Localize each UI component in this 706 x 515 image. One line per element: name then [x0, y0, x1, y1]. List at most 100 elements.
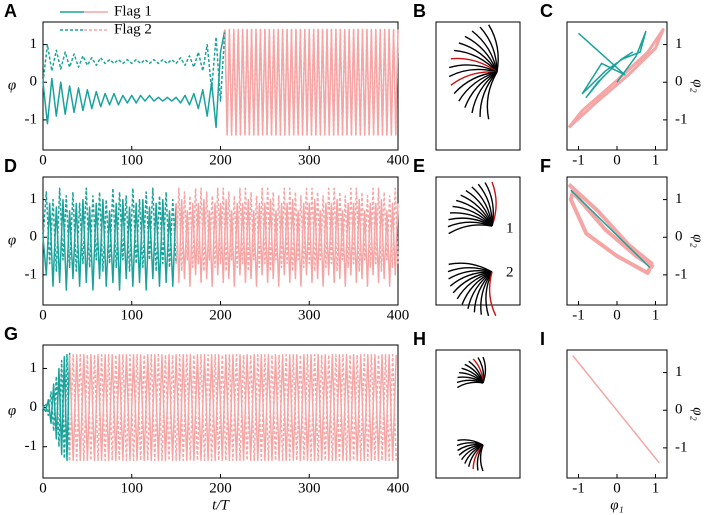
y-tick-label: 0 [675, 229, 683, 245]
data-line [42, 198, 177, 291]
x-tick-label: 1 [652, 152, 660, 168]
panel-label: D [4, 156, 17, 176]
x-axis-label: φ₁ [610, 497, 624, 513]
data-line [42, 354, 71, 463]
y-tick-label: -1 [675, 111, 688, 127]
diagram-frame [435, 349, 521, 479]
x-tick-label: 0 [39, 307, 47, 323]
flagellum [464, 35, 498, 73]
panel-label: A [4, 1, 17, 21]
diagram-frame [435, 21, 521, 151]
y-tick-label: 1 [30, 360, 38, 376]
y-tick-label: 0 [30, 399, 38, 415]
x-tick-label: 300 [298, 152, 321, 168]
x-tick-label: 400 [387, 480, 410, 496]
panel-label: I [540, 329, 545, 349]
x-tick-label: -1 [572, 480, 585, 496]
y-axis-label: φ₂ [690, 407, 706, 421]
x-tick-label: -1 [572, 307, 585, 323]
data-line [224, 28, 399, 136]
data-line [68, 354, 397, 462]
y-tick-label: -1 [675, 266, 688, 282]
x-tick-label: 0 [613, 307, 621, 323]
flag-label: 1 [506, 220, 514, 236]
data-line [42, 29, 226, 102]
x-tick-label: 200 [209, 480, 232, 496]
x-tick-label: 200 [209, 307, 232, 323]
y-axis-label: φ [8, 232, 16, 248]
data-line [570, 189, 651, 268]
flagellum [479, 444, 484, 472]
flagellum [488, 24, 499, 73]
y-tick-label: 0 [675, 74, 683, 90]
y-tick-label: -1 [25, 438, 38, 454]
y-tick-label: 1 [675, 36, 683, 52]
data-line [175, 198, 399, 287]
data-line [42, 29, 226, 129]
x-tick-label: 1 [652, 480, 660, 496]
flagellum [458, 42, 498, 73]
panel-label: F [540, 156, 551, 176]
y-axis-label: φ₂ [690, 234, 706, 248]
y-tick-label: -1 [25, 111, 38, 127]
x-tick-label: 1 [652, 307, 660, 323]
x-tick-label: 100 [121, 152, 144, 168]
y-tick-label: 1 [30, 191, 38, 207]
data-line [42, 352, 71, 462]
y-tick-label: 0 [675, 402, 683, 418]
panel-label: B [413, 1, 426, 21]
flagellum [458, 71, 498, 102]
x-axis-label: t/T [212, 497, 230, 513]
data-line [68, 354, 397, 462]
y-tick-label: 0 [30, 74, 38, 90]
legend-label: Flag 2 [114, 21, 152, 37]
y-tick-label: -1 [25, 266, 38, 282]
x-tick-label: -1 [572, 152, 585, 168]
panel-label: G [4, 324, 18, 344]
flag-label: 2 [506, 264, 514, 280]
x-tick-label: 200 [209, 152, 232, 168]
flagellum [479, 71, 498, 117]
flagellum [486, 71, 498, 120]
legend-label: Flag 1 [114, 3, 152, 19]
y-axis-label: φ [8, 77, 16, 93]
data-line [175, 187, 399, 272]
flagellum [448, 68, 498, 78]
flagellum [471, 71, 498, 114]
x-tick-label: 400 [387, 152, 410, 168]
y-tick-label: 1 [675, 191, 683, 207]
flagellum [450, 57, 498, 73]
x-tick-label: 0 [39, 152, 47, 168]
x-tick-label: 300 [298, 307, 321, 323]
y-tick-label: 1 [675, 364, 683, 380]
x-tick-label: 100 [121, 480, 144, 496]
data-line [567, 28, 665, 129]
data-line [572, 355, 660, 464]
flagellum [464, 71, 498, 108]
flagellum [450, 71, 498, 86]
plot-frame [566, 349, 668, 479]
flagellum [453, 71, 498, 95]
panel-label: C [540, 1, 553, 21]
x-tick-label: 0 [39, 480, 47, 496]
panel-label: H [413, 329, 426, 349]
flagellum [454, 49, 498, 73]
x-tick-label: 400 [387, 307, 410, 323]
data-line [578, 30, 647, 99]
y-tick-label: 0 [30, 229, 38, 245]
y-tick-label: 1 [30, 36, 38, 52]
flagellum [479, 26, 498, 73]
y-tick-label: -1 [675, 439, 688, 455]
x-tick-label: 0 [613, 152, 621, 168]
panel-label: E [413, 156, 425, 176]
flagellum [448, 224, 493, 235]
x-tick-label: 100 [121, 307, 144, 323]
flagellum [471, 30, 498, 73]
y-axis-label: φ₂ [690, 79, 706, 93]
x-tick-label: 300 [298, 480, 321, 496]
flagellum [457, 381, 484, 389]
x-tick-label: 0 [613, 480, 621, 496]
data-line [567, 183, 655, 275]
flagellum [449, 64, 498, 73]
